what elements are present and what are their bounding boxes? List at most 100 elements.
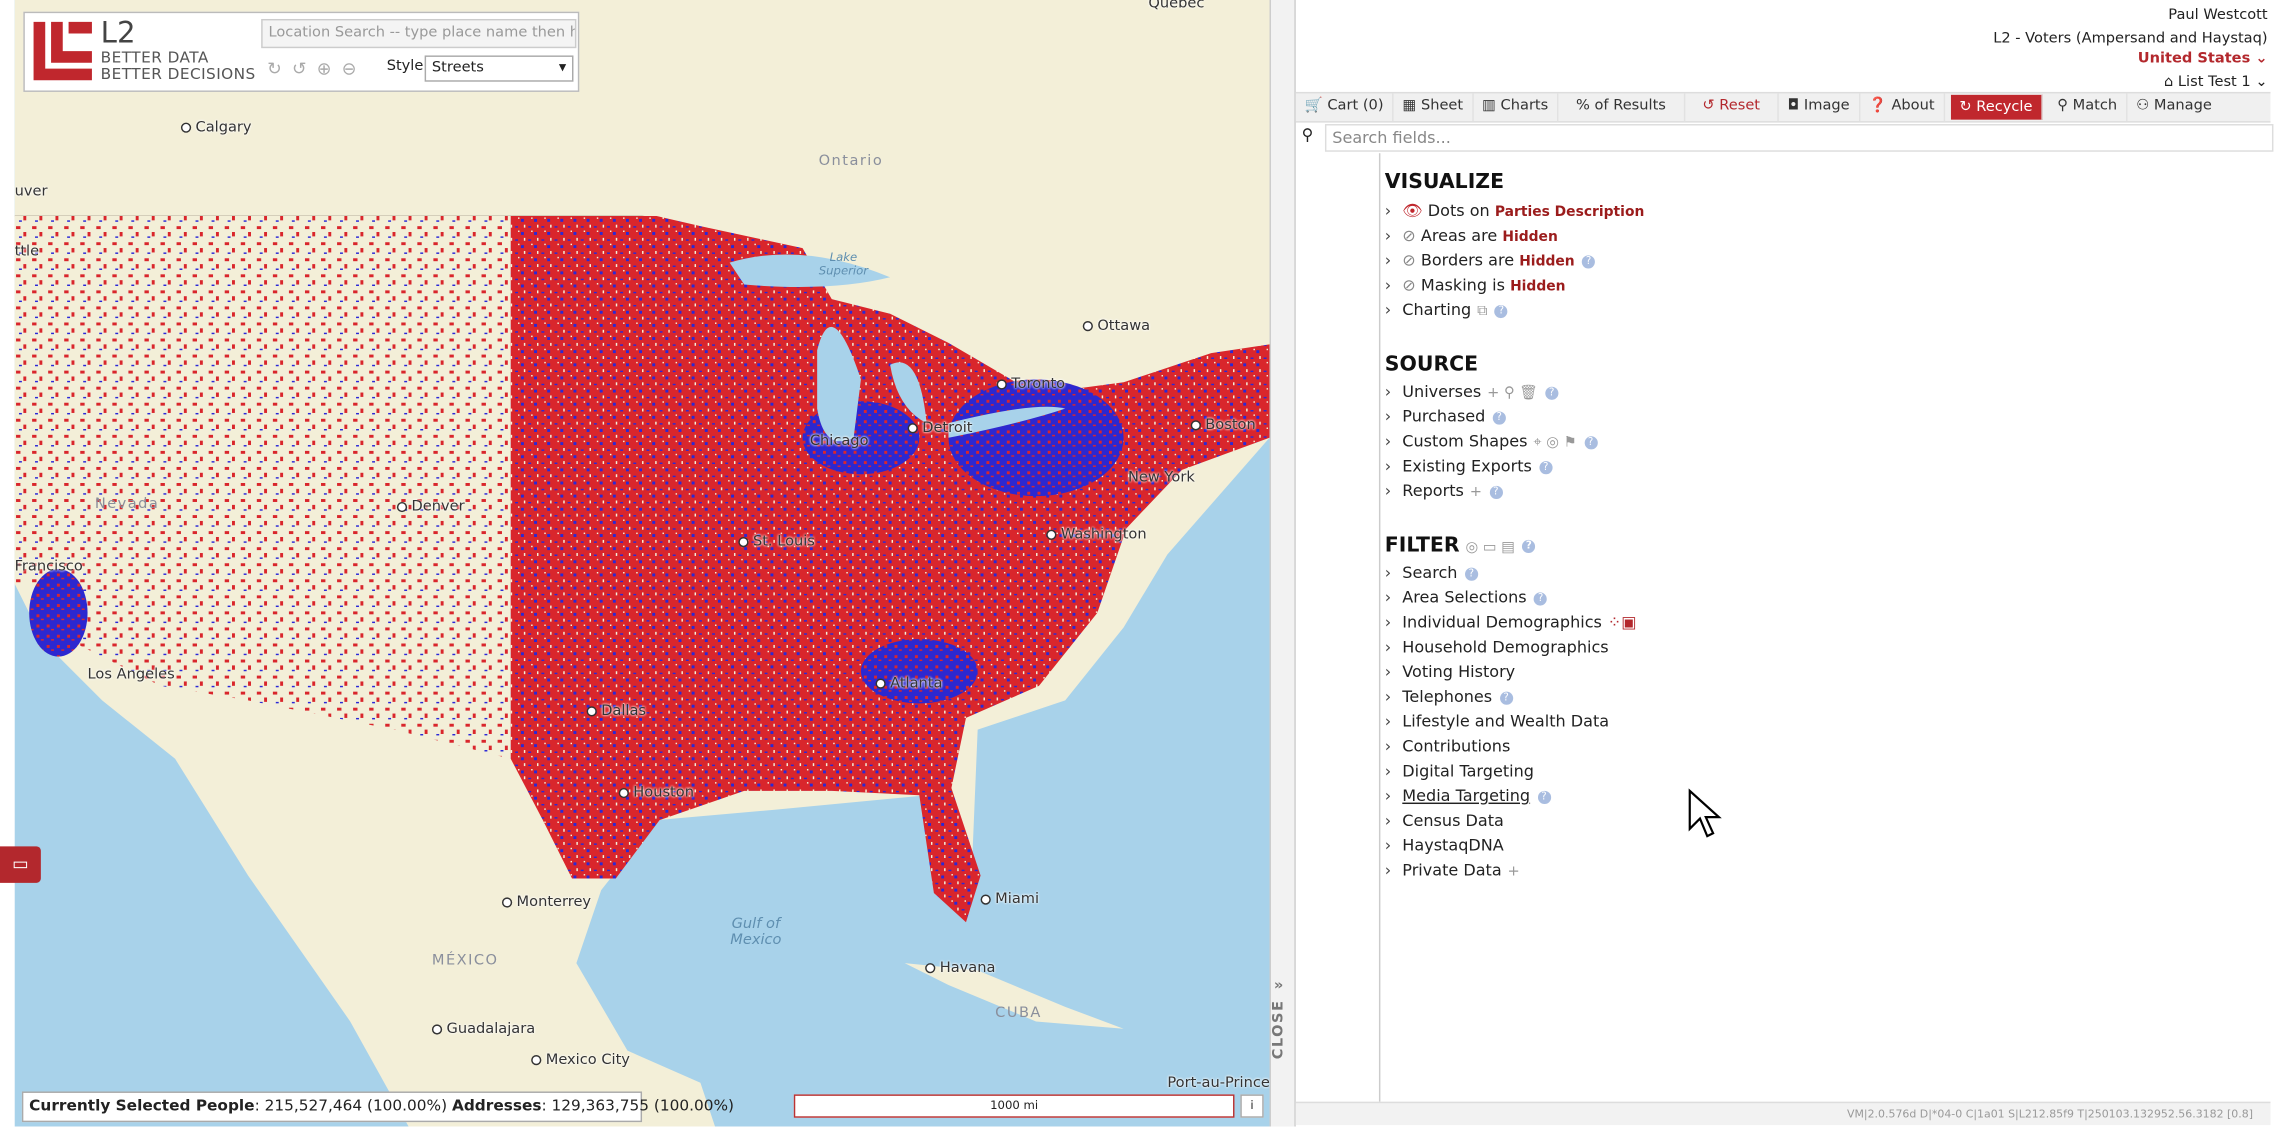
item-value: Hidden [1519, 253, 1575, 270]
city-label: St. Louis [738, 534, 815, 550]
location-search[interactable]: Location Search -- type place name then … [261, 18, 577, 49]
list-select[interactable]: ⌂ List Test 1 ⌄ [2163, 74, 2268, 91]
about-button[interactable]: ❓ About [1860, 93, 1945, 122]
item-value: Hidden [1510, 278, 1566, 295]
item-value: Parties Description [1494, 204, 1645, 221]
results-button[interactable]: % of Results [1558, 93, 1685, 122]
list-name: List Test 1 [2177, 74, 2251, 91]
map[interactable]: Quebec Calgary Ontario uver ttle Ottawa … [14, 0, 1270, 1127]
item-label: Purchased [1402, 407, 1486, 427]
item-label: Borders [1420, 250, 1484, 270]
city-name: Dallas [601, 703, 647, 720]
recycle-button[interactable]: ↻ Recycle [1950, 94, 2043, 120]
section-title: SOURCE [1384, 353, 1479, 377]
status-value: : 215,527,464 (100.00%) [254, 1097, 448, 1115]
button-label: Recycle [1976, 99, 2033, 116]
cuba [904, 963, 1124, 1029]
city-label: Port-au-Prince [1167, 1075, 1270, 1092]
filter-item[interactable]: › Lifestyle and Wealth Data [1384, 712, 1610, 732]
manage-button[interactable]: ⚇ Manage [2136, 97, 2212, 114]
visualize-item[interactable]: › ⊘ Areas are Hidden [1384, 226, 1558, 246]
database-name: L2 - Voters (Ampersand and Haystaq) [1993, 30, 2268, 47]
charts-button[interactable]: ▥ Charts [1473, 93, 1559, 122]
filter-item[interactable]: › Census Data [1384, 811, 1504, 831]
item-label: Census Data [1402, 811, 1504, 831]
source-item[interactable]: › Purchased? [1385, 407, 1506, 426]
button-label: % of Results [1576, 97, 1666, 114]
source-item[interactable]: › Reports +? [1385, 482, 1503, 501]
style-select[interactable]: Streets ▾ [424, 55, 574, 82]
filter-item[interactable]: › Household Demographics [1384, 637, 1609, 657]
state-select[interactable]: United States ⌄ [2137, 51, 2268, 68]
feedback-button[interactable]: ▭ [0, 846, 41, 883]
city-name: Calgary [195, 119, 252, 136]
info-button[interactable]: i [1240, 1094, 1264, 1118]
filter-item[interactable]: › Private Data + [1384, 860, 1520, 880]
city-label: Chicago [810, 433, 869, 449]
city-label: Miami [980, 891, 1040, 908]
source-item[interactable]: › Existing Exports? [1385, 457, 1553, 476]
item-label: Private Data [1402, 860, 1502, 880]
city-name: Boston [1205, 417, 1256, 434]
filter-item[interactable]: › Individual Demographics ⁘▣ [1384, 612, 1637, 632]
image-button[interactable]: ◘ Image [1779, 93, 1860, 122]
region-label: Nevada [94, 496, 160, 513]
city-name: Monterrey [516, 894, 592, 911]
filter-item[interactable]: › Contributions [1384, 736, 1511, 756]
state-name: United States [2137, 51, 2251, 68]
item-label: Area Selections [1402, 588, 1527, 608]
filter-item[interactable]: › Media Targeting? [1385, 787, 1551, 805]
city-label: Quebec [1148, 0, 1205, 12]
city-label: Dallas [586, 703, 647, 720]
visualize-item[interactable]: › 👁 Dots on Parties Description [1384, 201, 1645, 221]
city-name: Los Angeles [87, 666, 175, 683]
city-label: Atlanta [875, 676, 942, 692]
voter-dots-blue [948, 379, 1124, 497]
water-label: Gulf of Mexico [730, 916, 782, 949]
status-bar: Currently Selected People: 215,527,464 (… [21, 1091, 734, 1123]
source-item[interactable]: › Custom Shapes ⌖ ◎ ⚑? [1385, 431, 1598, 451]
city-label: Calgary [180, 119, 252, 136]
city-label: Houston [618, 785, 694, 801]
visualize-item[interactable]: › ⊘ Masking is Hidden [1384, 275, 1566, 295]
source-item[interactable]: › Universes + ⚲ 🗑? [1385, 382, 1559, 402]
visualize-item[interactable]: › ⊘ Borders are Hidden? [1385, 250, 1596, 270]
button-label: Cart (0) [1327, 97, 1384, 114]
item-connector: are [1471, 226, 1498, 246]
close-tab[interactable]: » CLOSE [1270, 978, 1295, 1066]
divider [1378, 153, 1381, 1102]
sheet-button[interactable]: ▦ Sheet [1394, 93, 1474, 122]
field-search[interactable]: Search fields... [1324, 124, 2274, 152]
item-label: Dots [1427, 201, 1465, 221]
filter-item[interactable]: › Digital Targeting [1384, 761, 1534, 781]
voter-dots-blue [29, 569, 88, 657]
filter-item[interactable]: › Search? [1385, 563, 1478, 582]
city-label: Havana [925, 960, 995, 976]
city-name: Detroit [922, 420, 973, 437]
toolbar: 🛒 Cart (0) ▦ Sheet ▥ Charts % of Results… [1295, 91, 2271, 123]
item-label: Voting History [1402, 662, 1516, 682]
match-button[interactable]: ⚲ Match [2049, 93, 2128, 122]
map-tools[interactable]: ↻↺⊕⊖ [267, 58, 367, 79]
city-label: Guadalajara [431, 1021, 535, 1037]
city-label: Francisco [14, 558, 83, 575]
section-title: VISUALIZE [1384, 170, 1505, 195]
region-label: Ontario [818, 153, 884, 170]
item-label: Existing Exports [1402, 456, 1532, 476]
item-label: Custom Shapes [1402, 431, 1528, 451]
voter-dots-blue [860, 639, 978, 704]
city-name: Miami [995, 891, 1040, 908]
filter-item[interactable]: › Area Selections? [1385, 588, 1548, 608]
filter-item[interactable]: › Voting History [1384, 662, 1516, 682]
filter-item[interactable]: › Telephones? [1385, 687, 1513, 706]
reset-button[interactable]: ↺ Reset [1685, 93, 1779, 122]
filter-item[interactable]: › HaystaqDNA [1384, 836, 1504, 856]
cart-button[interactable]: 🛒 Cart (0) [1296, 93, 1394, 122]
map-toolbox: L2 BETTER DATA BETTER DECISIONS Location… [23, 11, 580, 92]
city-label: Boston [1190, 417, 1256, 434]
city-name: Havana [939, 960, 996, 977]
visualize-item[interactable]: › Charting ⧉? [1385, 301, 1508, 320]
select-arrow: ▾ [558, 59, 567, 76]
item-label: Universes [1402, 382, 1482, 402]
